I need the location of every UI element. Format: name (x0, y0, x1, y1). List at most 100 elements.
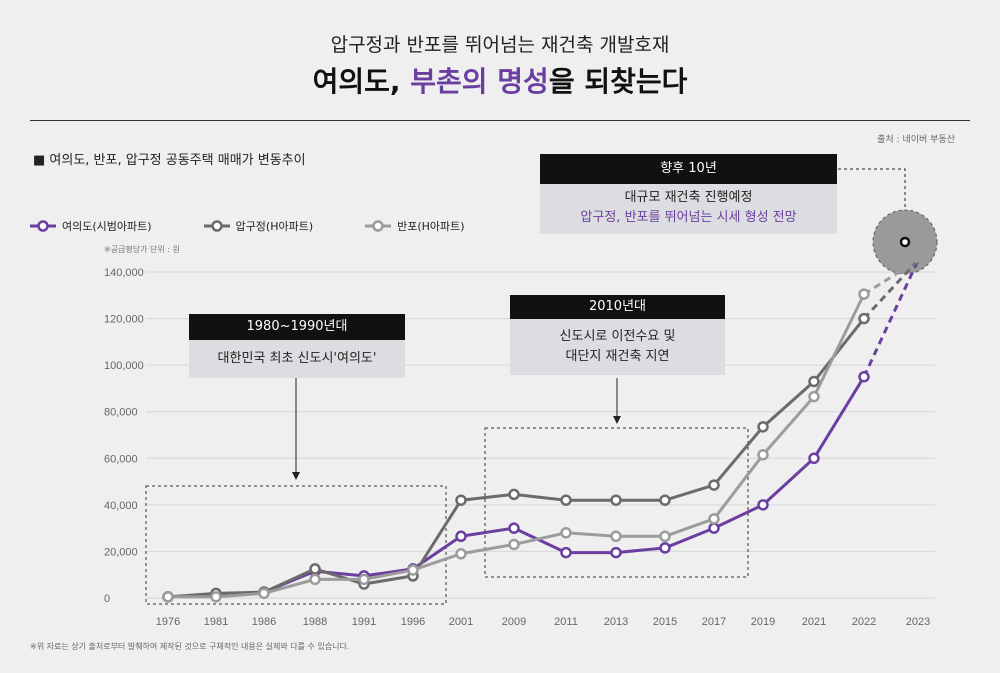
source-note: 출처 : 네이버 부동산 (877, 135, 955, 145)
annotation-future-body: 대규모 재건축 진행예정 압구정, 반포를 뛰어넘는 시세 형성 전망 (540, 184, 837, 234)
data-point-banpo (258, 587, 270, 600)
x-tick-label: 2009 (502, 616, 526, 628)
legend-marker-apgujeong (203, 220, 230, 232)
annotation-2010s-body-line1: 신도시로 이전수요 및 (559, 329, 676, 344)
legend: 여의도(시범아파트) 압구정(H아파트) 반포(H아파트) (30, 218, 517, 234)
x-tick-label: 2015 (653, 616, 677, 628)
y-tick-label: 100,000 (104, 360, 144, 372)
x-tick-label: 2021 (802, 616, 826, 628)
data-point-yeouido (508, 522, 520, 534)
data-point-apgujeong (508, 488, 520, 501)
series-projection-banpo (863, 259, 919, 296)
arrow-head-1980s (292, 472, 300, 480)
y-tick-label: 60,000 (104, 453, 138, 465)
x-tick-label: 2017 (702, 616, 726, 628)
data-point-banpo (610, 530, 622, 543)
headline-pre: 여의도, (312, 65, 411, 98)
headline-highlight: 부촌의 명성 (410, 65, 549, 98)
data-point-apgujeong (560, 494, 572, 506)
data-point-banpo (455, 548, 467, 560)
series-projection-yeouido (862, 259, 920, 378)
x-tick-label: 1981 (204, 616, 228, 628)
data-point-apgujeong (757, 421, 769, 433)
x-tick-label: 2019 (751, 616, 775, 628)
data-point-yeouido (659, 542, 671, 554)
data-point-apgujeong (309, 563, 321, 575)
annotation-1980s: 1980~1990년대 대한민국 최초 신도시'여의도' (189, 314, 405, 378)
annotation-future-body-line1: 대규모 재건축 진행예정 (624, 190, 753, 205)
data-point-yeouido (455, 530, 467, 543)
highlight-box-2010s (484, 427, 749, 578)
x-tick-label: 2022 (852, 616, 876, 628)
data-point-banpo (808, 390, 820, 403)
data-point-banpo (309, 573, 321, 586)
legend-label-apgujeong: 압구정(H아파트) (235, 220, 314, 233)
data-point-banpo (560, 527, 572, 539)
annotation-future-header: 향후 10년 (540, 154, 837, 184)
footnote: ※위 자료는 상기 출처로부터 발췌하여 제작된 것으로 구체적인 내용은 실제… (30, 642, 350, 651)
x-tick-label: 1988 (303, 616, 327, 628)
data-point-yeouido (560, 546, 572, 559)
y-tick-label: 80,000 (104, 407, 138, 419)
x-tick-label: 1986 (252, 616, 276, 628)
headline-line2: 여의도, 부촌의 명성을 되찾는다 (0, 60, 1000, 100)
data-point-yeouido (757, 499, 769, 511)
future-target-point (899, 236, 911, 248)
data-point-banpo (358, 573, 370, 586)
data-point-apgujeong (858, 312, 870, 325)
data-point-apgujeong (455, 494, 467, 506)
data-point-apgujeong (808, 375, 820, 388)
y-tick-label: 120,000 (104, 314, 144, 326)
data-point-banpo (858, 288, 870, 300)
legend-item-apgujeong: 압구정(H아파트) (203, 218, 314, 234)
unit-note: ※공급평당가 단위 : 원 (104, 245, 180, 254)
data-point-banpo (708, 513, 720, 525)
annotation-1980s-body: 대한민국 최초 신도시'여의도' (189, 340, 405, 378)
data-point-banpo (757, 449, 769, 461)
legend-marker-banpo (365, 220, 392, 232)
headline-post: 을 되찾는다 (548, 65, 688, 98)
annotation-1980s-header: 1980~1990년대 (189, 314, 405, 340)
series-line-yeouido (167, 376, 866, 599)
data-point-apgujeong (708, 479, 720, 491)
x-tick-label: 2011 (554, 616, 578, 628)
x-tick-label: 2013 (604, 616, 628, 628)
data-point-banpo (407, 564, 419, 576)
divider (30, 120, 970, 121)
y-tick-label: 140,000 (104, 267, 144, 279)
data-point-banpo (210, 591, 222, 603)
series-projection-apgujeong (862, 259, 920, 320)
annotation-future: 향후 10년 대규모 재건축 진행예정 압구정, 반포를 뛰어넘는 시세 형성 … (540, 154, 837, 234)
data-point-yeouido (858, 371, 870, 383)
legend-marker-yeouido (30, 220, 56, 232)
annotation-2010s-body: 신도시로 이전수요 및 대단지 재건축 지연 (510, 319, 725, 375)
data-point-banpo (508, 538, 520, 551)
x-tick-label: 1991 (352, 616, 376, 628)
data-point-yeouido (808, 452, 820, 465)
legend-item-banpo: 반포(H아파트) (365, 218, 465, 234)
x-tick-label: 2001 (449, 616, 473, 628)
data-point-yeouido (708, 522, 720, 534)
data-point-apgujeong (610, 494, 622, 506)
arrow-head-2010s (613, 416, 621, 424)
annotation-2010s-header: 2010년대 (510, 295, 725, 319)
legend-label-banpo: 반포(H아파트) (397, 220, 465, 233)
connector-future (838, 168, 906, 207)
headline-line1: 압구정과 반포를 뛰어넘는 재건축 개발호재 (330, 34, 670, 56)
annotation-2010s: 2010년대 신도시로 이전수요 및 대단지 재건축 지연 (510, 295, 725, 375)
y-tick-label: 20,000 (104, 546, 138, 558)
legend-item-yeouido: 여의도(시범아파트) (30, 218, 152, 234)
legend-label-yeouido: 여의도(시범아파트) (62, 220, 152, 233)
x-tick-label: 2023 (906, 616, 930, 628)
x-tick-label: 1996 (401, 616, 425, 628)
chart-subtitle: ■ 여의도, 반포, 압구정 공동주택 매매가 변동추이 (33, 153, 306, 168)
y-tick-label: 0 (104, 593, 110, 605)
y-tick-label: 40,000 (104, 500, 138, 512)
highlight-box-1980s (145, 485, 447, 605)
annotation-2010s-body-line2: 대단지 재건축 지연 (565, 349, 670, 364)
data-point-banpo (659, 530, 671, 543)
data-point-apgujeong (659, 494, 671, 506)
annotation-future-body-line2: 압구정, 반포를 뛰어넘는 시세 형성 전망 (580, 210, 797, 225)
data-point-yeouido (610, 546, 622, 559)
